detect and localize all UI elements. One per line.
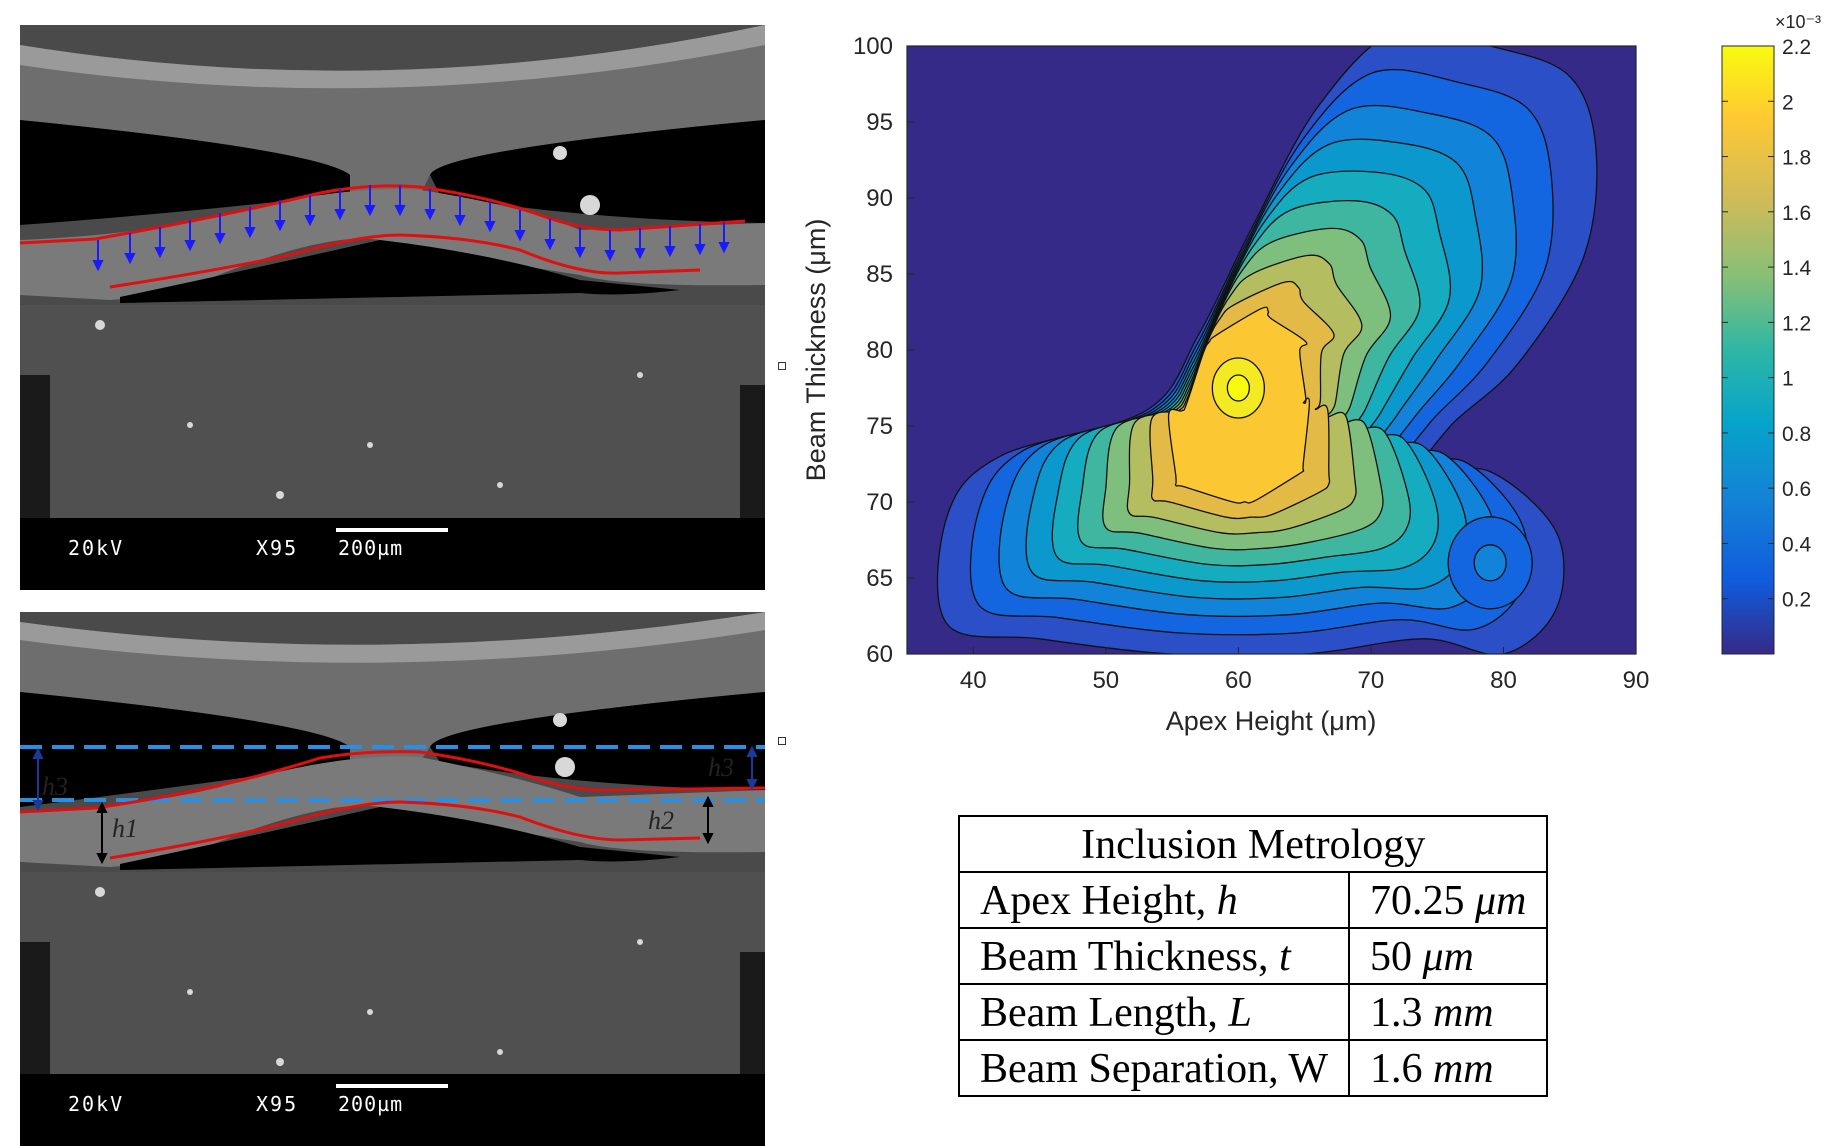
x-tick-label: 80: [1490, 667, 1517, 694]
x-tick-label: 50: [1092, 667, 1119, 694]
colorbar-tick-label: 1.4: [1782, 257, 1812, 280]
caption-marker: [778, 737, 786, 745]
row-value: 50 μm: [1347, 927, 1549, 985]
colorbar: [1721, 45, 1775, 655]
row-value: 1.3 mm: [1347, 983, 1549, 1041]
row-name: Beam Separation, W: [958, 1039, 1350, 1097]
sem-scale-label: 200µm: [338, 536, 404, 560]
sem-voltage: 20kV: [68, 536, 125, 560]
colorbar-tick-label: 0.8: [1782, 423, 1811, 446]
x-tick-label: 40: [960, 667, 987, 694]
sem-scale-bar: [336, 1084, 448, 1088]
y-axis: 60 65 70 75 80 85 90 95 100: [853, 33, 914, 668]
colorbar-tick-label: 1.6: [1782, 202, 1811, 225]
contour-levels: [936, 46, 1598, 654]
sem-scale-label: 200µm: [338, 1092, 404, 1116]
h1-label: h1: [112, 814, 138, 843]
colorbar-tick-label: 1.2: [1782, 312, 1811, 335]
row-value: 70.25 μm: [1347, 871, 1549, 929]
y-tick-label: 75: [866, 413, 893, 440]
y-tick-label: 90: [866, 185, 893, 212]
y-tick-label: 70: [866, 489, 893, 516]
y-axis-label: Beam Thickness (μm): [801, 219, 831, 482]
x-axis: 40 50 60 70 80 90: [960, 647, 1649, 694]
contour-secondary-center: [1473, 544, 1507, 582]
caption-marker: [778, 362, 786, 370]
sem-image-top: 20kV X95 200µm: [20, 25, 765, 590]
colorbar-tick-label: 1.8: [1782, 147, 1811, 170]
table-row: Beam Separation, W 1.6 mm: [958, 1039, 1549, 1097]
colorbar-tick-label: 2: [1782, 91, 1794, 114]
colorbar-tick-label: 1: [1782, 368, 1794, 391]
y-tick-label: 85: [866, 261, 893, 288]
contour-plot: 40 50 60 70 80 90 60 65 70 75 80 85 90 95 100 Apex He…: [801, 12, 1821, 736]
table-row: Beam Thickness, t 50 μm: [958, 927, 1549, 985]
sem-info-bar: 20kV X95 200µm: [20, 1074, 765, 1146]
colorbar-tick-label: 2.2: [1782, 36, 1811, 59]
table-row: Apex Height, h 70.25 μm: [958, 871, 1549, 929]
sem-scale-bar: [336, 528, 448, 532]
sem-image-bottom: h3 h1 h2 h3 20kV X95 200µm: [20, 612, 765, 1146]
y-tick-label: 60: [866, 641, 893, 668]
sem-micrograph-bottom: h3 h1 h2 h3: [20, 612, 765, 1146]
contour-peak-center: [1226, 374, 1251, 402]
y-tick-label: 65: [866, 565, 893, 592]
x-tick-label: 70: [1358, 667, 1385, 694]
h3-label-left: h3: [42, 772, 68, 801]
y-tick-label: 80: [866, 337, 893, 364]
x-tick-label: 90: [1623, 667, 1650, 694]
row-name: Beam Length, L: [958, 983, 1350, 1041]
row-name: Apex Height, h: [958, 871, 1350, 929]
h3-label-right: h3: [708, 753, 734, 782]
y-tick-label: 95: [866, 109, 893, 136]
sem-micrograph-top: [20, 25, 765, 590]
sem-info-bar: 20kV X95 200µm: [20, 518, 765, 590]
row-name: Beam Thickness, t: [958, 927, 1350, 985]
colorbar-exponent: ×10⁻³: [1775, 12, 1821, 32]
table-row: Beam Length, L 1.3 mm: [958, 983, 1549, 1041]
colorbar-tick-label: 0.6: [1782, 478, 1811, 501]
colorbar-tick-label: 0.4: [1782, 533, 1812, 556]
x-tick-label: 60: [1225, 667, 1252, 694]
row-value: 1.6 mm: [1347, 1039, 1549, 1097]
h2-label: h2: [648, 806, 674, 835]
y-tick-label: 100: [853, 33, 893, 60]
table-title: Inclusion Metrology: [957, 815, 1549, 873]
x-axis-label: Apex Height (μm): [1166, 706, 1377, 736]
colorbar-tick-label: 0.2: [1782, 589, 1811, 612]
sem-voltage: 20kV: [68, 1092, 125, 1116]
inclusion-metrology-table: Inclusion Metrology Apex Height, h 70.25…: [957, 815, 1549, 1097]
sem-magnification: X95: [256, 1092, 299, 1116]
sem-magnification: X95: [256, 536, 299, 560]
colorbar-ticks: 0.2 0.4 0.6 0.8 1 1.2 1.4 1.6 1.8 2 2.2: [1722, 36, 1812, 612]
